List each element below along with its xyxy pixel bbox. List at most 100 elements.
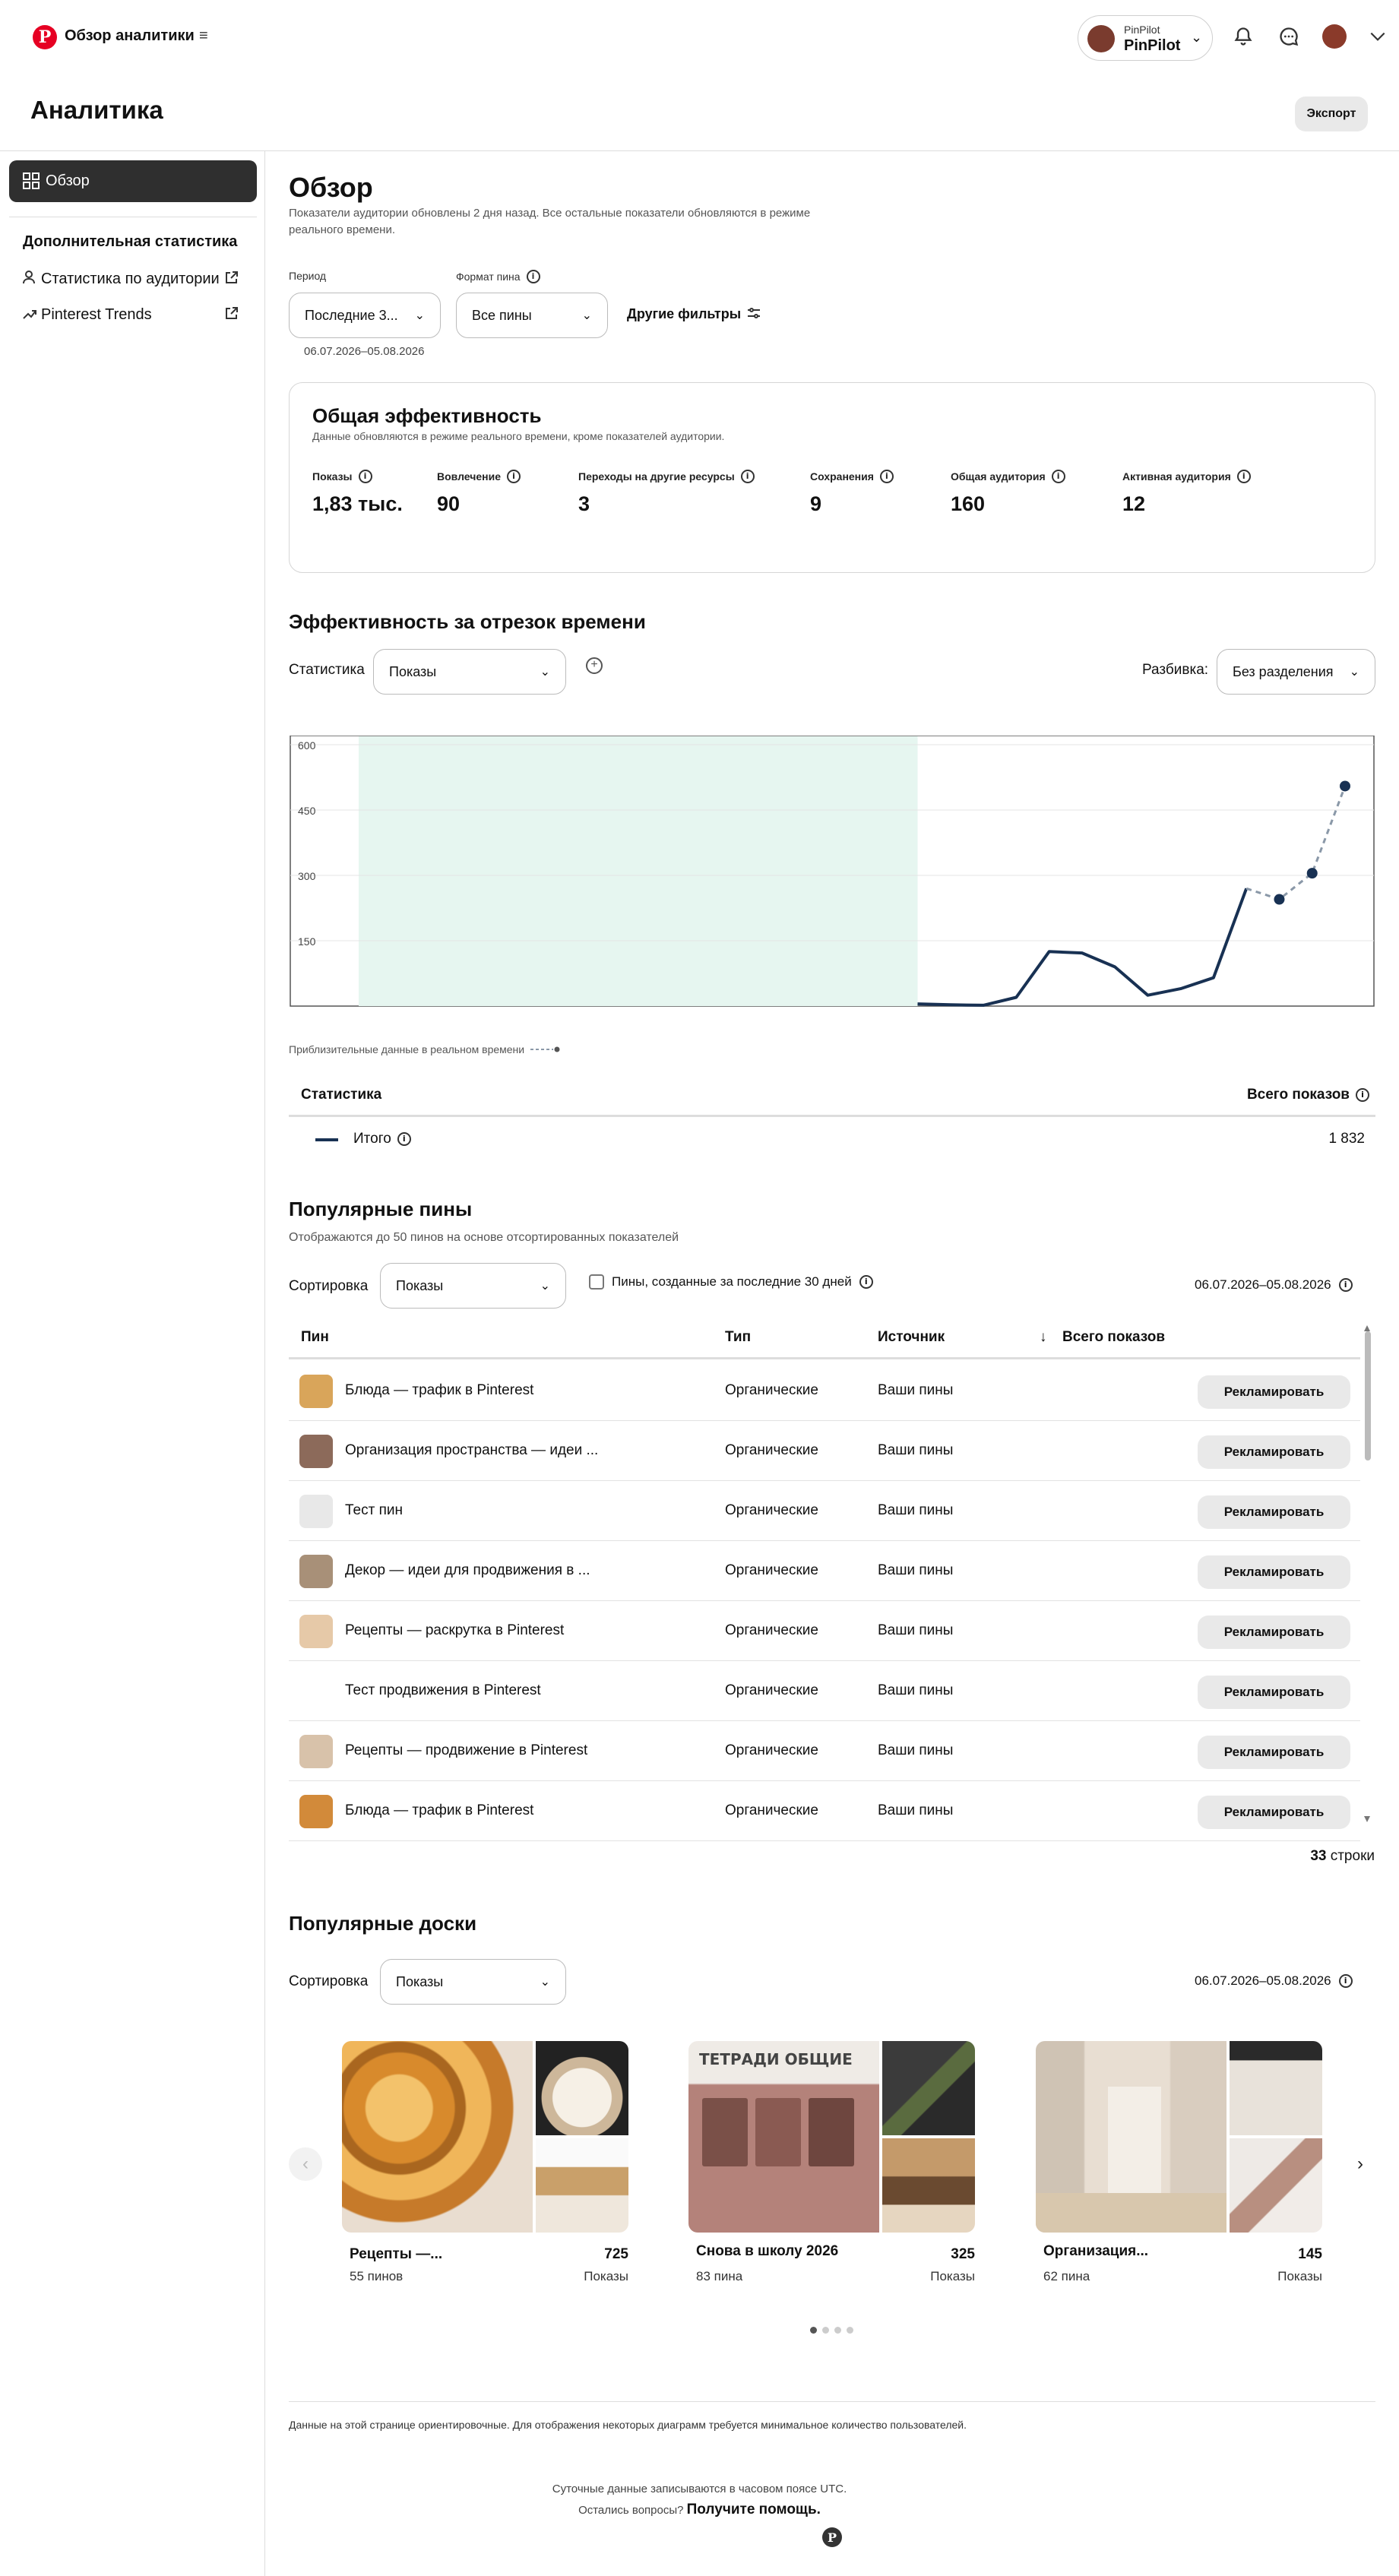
info-icon[interactable]: i <box>1356 1088 1369 1102</box>
table-row[interactable]: Блюда — трафик в Pinterest Органические Ва… <box>289 1361 1360 1421</box>
pin-thumbnail[interactable] <box>299 1675 333 1708</box>
stat-select[interactable]: Показы ⌄ <box>373 649 566 695</box>
board-name[interactable]: Рецепты —... <box>350 2246 443 2262</box>
pin-thumbnail[interactable] <box>299 1435 333 1468</box>
info-icon[interactable]: i <box>1236 470 1251 483</box>
chevron-down-icon: ⌄ <box>540 1280 550 1293</box>
promote-button[interactable]: Рекламировать <box>1198 1495 1350 1529</box>
pin-name[interactable]: Блюда — трафик в Pinterest <box>345 1802 534 1818</box>
account-switcher[interactable]: PinPilot PinPilot ⌄ <box>1078 15 1213 61</box>
info-icon[interactable]: i <box>358 470 372 483</box>
info-icon[interactable]: i <box>740 470 755 483</box>
info-icon[interactable]: i <box>397 1132 411 1146</box>
info-icon[interactable]: i <box>1338 1974 1353 1988</box>
get-help-link[interactable]: Получите помощь. <box>686 2502 821 2517</box>
board-name[interactable]: Организация... <box>1043 2243 1149 2259</box>
board-cover[interactable] <box>342 2041 628 2233</box>
pin-thumbnail[interactable] <box>299 1735 333 1768</box>
table-row[interactable]: Рецепты — раскрутка в Pinterest Органичес… <box>289 1601 1360 1661</box>
user-avatar[interactable] <box>1322 24 1347 49</box>
recent-pins-checkbox[interactable] <box>589 1274 604 1290</box>
pin-thumbnail[interactable] <box>299 1495 333 1528</box>
pin-name[interactable]: Тест продвижения в Pinterest <box>345 1682 541 1698</box>
table-row[interactable]: Рецепты — продвижение в Pinterest Органич… <box>289 1721 1360 1781</box>
carousel-prev-button[interactable]: ‹ <box>289 2147 322 2181</box>
pin-thumbnail[interactable] <box>299 1555 333 1588</box>
promote-button[interactable]: Рекламировать <box>1198 1616 1350 1649</box>
split-select[interactable]: Без разделения ⌄ <box>1217 649 1375 695</box>
board-name[interactable]: Снова в школу 2026 <box>696 2243 839 2259</box>
board-cover[interactable] <box>1036 2041 1322 2233</box>
promote-button[interactable]: Рекламировать <box>1198 1676 1350 1709</box>
bell-icon[interactable] <box>1230 23 1257 50</box>
metric-saves[interactable]: Сохранения i 9 <box>810 470 894 516</box>
promote-button[interactable]: Рекламировать <box>1198 1736 1350 1769</box>
table-row[interactable]: Тест продвижения в Pinterest Органические… <box>289 1661 1360 1721</box>
add-stat-icon[interactable]: + <box>586 657 603 674</box>
table-row[interactable]: Организация пространства — идеи ... Орган… <box>289 1421 1360 1481</box>
other-filters-button[interactable]: Другие фильтры <box>627 306 761 322</box>
pin-name[interactable]: Тест пин <box>345 1502 403 1518</box>
menu-icon[interactable]: ≡ <box>199 27 208 44</box>
pin-thumbnail[interactable] <box>299 1615 333 1648</box>
info-icon[interactable]: i <box>507 470 521 483</box>
pin-name[interactable]: Рецепты — продвижение в Pinterest <box>345 1742 588 1758</box>
metric-impressions[interactable]: Показы i 1,83 тыс. <box>312 470 403 516</box>
pin-thumbnail[interactable] <box>299 1375 333 1408</box>
legend-note: Приблизительные данные в реальном времен… <box>289 1043 561 1055</box>
pin-thumbnail[interactable] <box>299 1795 333 1828</box>
sidebar-item-audience[interactable]: Статистика по аудитории <box>23 271 238 288</box>
format-select[interactable]: Все пины ⌄ <box>456 293 608 338</box>
promote-button[interactable]: Рекламировать <box>1198 1375 1350 1409</box>
carousel-dot[interactable] <box>810 2327 817 2334</box>
chevron-down-icon[interactable] <box>1364 23 1391 50</box>
metric-total-audience[interactable]: Общая аудитория i 160 <box>951 470 1065 516</box>
carousel-dot[interactable] <box>847 2327 853 2334</box>
column-header[interactable]: Всего показов <box>1062 1329 1166 1345</box>
metric-outbound-clicks[interactable]: Переходы на другие ресурсы i 3 <box>578 470 755 516</box>
scrollbar[interactable] <box>1363 1322 1370 1828</box>
metric-engagement[interactable]: Вовлечение i 90 <box>437 470 521 516</box>
chevron-down-icon: ⌄ <box>540 666 550 679</box>
y-tick-label: 300 <box>298 870 316 882</box>
promote-button[interactable]: Рекламировать <box>1198 1555 1350 1589</box>
metric-label: Переходы на другие ресурсы <box>578 470 735 483</box>
sidebar-item-overview[interactable]: Обзор <box>9 160 257 202</box>
overall-performance-card: Общая эффективность Данные обновляются в… <box>289 382 1375 573</box>
board-cover[interactable]: ТЕТРАДИ ОБЩИЕ <box>688 2041 975 2233</box>
column-header: Статистика <box>301 1087 382 1103</box>
pin-name[interactable]: Блюда — трафик в Pinterest <box>345 1382 534 1398</box>
sidebar-item-trends[interactable]: Pinterest Trends <box>23 306 238 324</box>
carousel-dot[interactable] <box>822 2327 829 2334</box>
impressions-line-chart[interactable]: 1503004506006 июл.10 июл.14 июл.18 июл.2… <box>289 736 1375 1009</box>
promote-button[interactable]: Рекламировать <box>1198 1796 1350 1829</box>
info-icon[interactable]: i <box>879 470 894 483</box>
boards-sort-select[interactable]: Показы ⌄ <box>380 1959 566 2005</box>
data-point <box>1306 868 1318 879</box>
table-row[interactable]: Блюда — трафик в Pinterest Органические Ва… <box>289 1781 1360 1841</box>
pin-name[interactable]: Рецепты — раскрутка в Pinterest <box>345 1622 565 1638</box>
metric-engaged-audience[interactable]: Активная аудитория i 12 <box>1122 470 1251 516</box>
info-icon[interactable]: i <box>526 270 540 283</box>
info-icon[interactable]: i <box>1338 1278 1353 1292</box>
column-header[interactable]: Пин <box>301 1329 329 1345</box>
board-pin-count: 62 пина <box>1043 2269 1090 2283</box>
pins-sort-select[interactable]: Показы ⌄ <box>380 1263 566 1309</box>
column-header[interactable]: Тип <box>725 1329 752 1345</box>
carousel-dot[interactable] <box>834 2327 841 2334</box>
info-icon[interactable]: i <box>1051 470 1065 483</box>
messages-icon[interactable] <box>1275 23 1302 50</box>
carousel-next-button[interactable]: › <box>1357 2154 1363 2174</box>
chevron-down-icon: ⌄ <box>414 309 425 322</box>
pinterest-logo-icon[interactable]: P <box>33 25 57 49</box>
promote-button[interactable]: Рекламировать <box>1198 1435 1350 1469</box>
pin-name[interactable]: Декор — идеи для продвижения в ... <box>345 1562 590 1578</box>
pin-name[interactable]: Организация пространства — идеи ... <box>345 1442 599 1458</box>
info-icon[interactable]: i <box>859 1275 873 1289</box>
export-button[interactable]: Экспорт <box>1295 97 1368 131</box>
scrollbar-thumb[interactable] <box>1365 1331 1371 1460</box>
column-header[interactable]: Источник <box>878 1329 945 1345</box>
period-select[interactable]: Последние 3... ⌄ <box>289 293 441 338</box>
table-row[interactable]: Декор — идеи для продвижения в ... Органи… <box>289 1541 1360 1601</box>
